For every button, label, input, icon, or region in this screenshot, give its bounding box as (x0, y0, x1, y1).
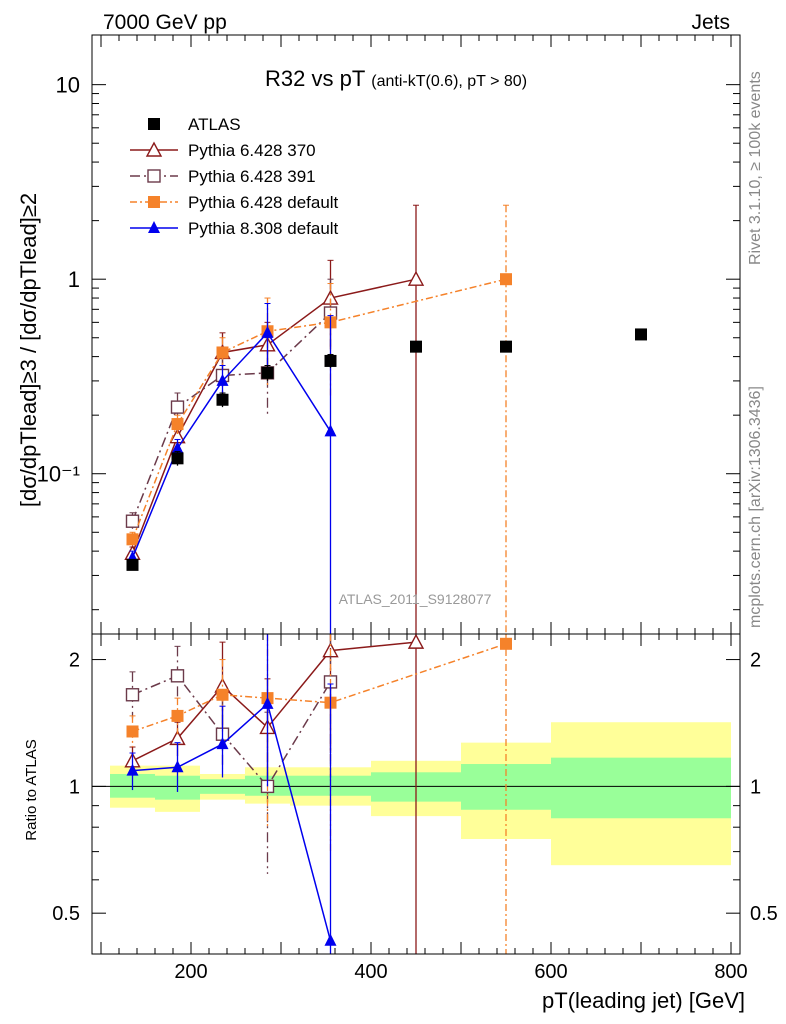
series-2-ratio-point (170, 669, 185, 683)
x-tick-label: 400 (354, 961, 387, 983)
analysis-watermark: ATLAS_2011_S9128077 (339, 591, 492, 607)
series-4-ratio-point (324, 933, 337, 946)
series-0-point (410, 340, 422, 353)
series-3-point (216, 346, 229, 359)
x-tick-label: 200 (174, 961, 207, 983)
series-4-ratio-point (126, 763, 139, 776)
y-tick-label: 1 (68, 267, 80, 292)
series-3-ratio-point (500, 637, 512, 650)
series-1-line (131, 278, 417, 554)
ratio-tick-label-left: 0.5 (52, 903, 80, 925)
series-0-point (261, 366, 274, 379)
series-0-point (635, 328, 647, 341)
ratio-tick-label-right: 1 (750, 776, 761, 798)
ratio-tick-label-right: 2 (750, 650, 761, 672)
legend-marker (148, 118, 160, 130)
series-3-point (126, 533, 139, 546)
series-3-ratio-point (171, 709, 184, 722)
series-2-line (131, 312, 332, 522)
series-3-point (171, 418, 184, 431)
side-label-lower: mcplots.cern.ch [arXiv:1306.3436] (747, 386, 764, 628)
header-right: Jets (691, 11, 730, 34)
green-band (551, 757, 731, 819)
side-label-upper: Rivet 3.1.10, ≥ 100k events (747, 71, 764, 265)
y-tick-label: 10⁻¹ (37, 462, 80, 487)
legend-marker (147, 169, 161, 183)
series-0-point (126, 558, 139, 571)
legend-marker (148, 196, 160, 208)
series-1-point (407, 270, 425, 286)
legend-marker (145, 141, 163, 157)
x-tick-label: 600 (534, 961, 567, 983)
series-4-point (171, 441, 184, 454)
ratio-y-axis-label: Ratio to ATLAS (23, 739, 40, 840)
series-3-line (131, 278, 507, 540)
series-4-point (324, 424, 337, 437)
x-axis-label: pT(leading jet) [GeV] (542, 988, 745, 1013)
series-4-ratio-point (171, 760, 184, 773)
x-tick-label: 800 (714, 961, 747, 983)
series-0-point (216, 393, 229, 406)
legend-label: Pythia 8.308 default (188, 219, 339, 238)
ratio-tick-label-left: 2 (69, 650, 80, 672)
legend: ATLAS Pythia 6.428 370 Pythia 6.428 391 Pyt… (130, 115, 339, 238)
series-0-point (324, 354, 337, 367)
series-4-point (216, 373, 229, 386)
series-4-ratio-point (261, 696, 274, 709)
axes-ticks: 200 400 600 800 10 1 10⁻¹ 2 2 1 1 0.5 0.5 (37, 35, 778, 983)
series-2-ratio-point (125, 688, 140, 702)
header-left: 7000 GeV pp (103, 11, 227, 34)
series-4-point (261, 325, 274, 338)
ratio-tick-label-right: 0.5 (750, 903, 778, 925)
series-3-ratio-point (126, 725, 139, 738)
series-3-point (500, 273, 512, 286)
series-4-ratio-point (216, 737, 229, 750)
series-3-ratio-line (132, 643, 507, 733)
series-0-point (500, 340, 512, 353)
ratio-tick-label-left: 1 (69, 776, 80, 798)
legend-label: Pythia 6.428 391 (188, 167, 316, 186)
series-2-point (170, 400, 185, 414)
legend-label: ATLAS (188, 115, 241, 134)
series-0-point (171, 452, 184, 465)
series-1-ratio-point (407, 633, 425, 649)
legend-marker (148, 221, 160, 233)
y-tick-label: 10 (56, 73, 80, 98)
main-series (124, 204, 647, 634)
chart-title: R32 vs pT (anti-kT(0.6), pT > 80) (265, 66, 527, 91)
y-axis-label: [dσ/dpTlead]≥3 / [dσ/dpTlead]≥2 (16, 193, 41, 507)
series-1-ratio-line (132, 641, 417, 762)
series-4-ratio-line (132, 702, 332, 941)
series-2-point (125, 514, 140, 528)
ratio-plot-frame (91, 633, 741, 955)
legend-label: Pythia 6.428 370 (188, 141, 316, 160)
series-3-ratio-point (216, 688, 229, 701)
legend-label: Pythia 6.428 default (188, 193, 339, 212)
